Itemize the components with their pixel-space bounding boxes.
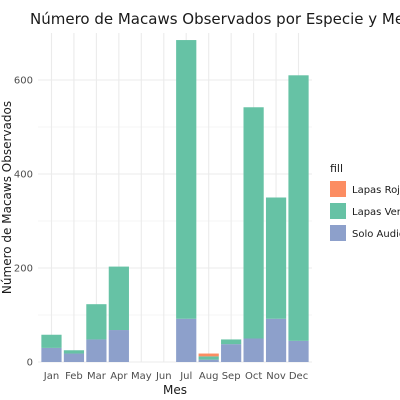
bar-solo-audio-mar [86,339,107,362]
legend-swatch [330,203,346,219]
bar-lapas-verdes-mar [86,304,107,340]
legend-label: Solo Audio [352,229,400,240]
y-axis-label: Número de Macaws Observados [0,101,14,294]
chart-title: Número de Macaws Observados por Especie … [30,10,400,28]
x-tick-label: Sep [222,371,241,382]
y-tick-label: 400 [14,170,33,181]
bar-lapas-verdes-jul [176,40,197,319]
x-tick-label: Mar [87,371,107,382]
bar-lapas-verdes-nov [265,197,287,319]
bar-lapas-verdes-jan [41,334,62,348]
legend-title: fill [330,162,343,175]
bar-solo-audio-sep [221,344,242,362]
legend: fill Lapas Rojas Lapas Verdes Solo Audio [330,162,400,241]
bar-lapas-verdes-sep [221,339,242,345]
x-tick-label: Aug [199,371,219,382]
bar-lapas-verdes-aug [198,356,219,360]
legend-label: Lapas Rojas [352,185,400,196]
x-tick-label: Nov [266,371,286,382]
legend-label: Lapas Verdes [352,207,400,218]
y-tick-label: 200 [14,264,33,275]
y-tick-label: 600 [14,76,33,87]
x-tick-label: May [131,371,152,382]
y-axis-ticks: 0 200 400 600 [14,76,33,369]
bar-lapas-rojas-aug [198,353,219,357]
bar-solo-audio-jul [176,318,197,362]
x-tick-label: Dec [289,371,308,382]
bar-lapas-verdes-feb [63,350,85,354]
bar-solo-audio-jan [41,347,62,362]
bar-solo-audio-feb [63,353,85,362]
x-tick-label: Feb [65,371,83,382]
legend-swatch [330,225,346,241]
y-tick-label: 0 [27,358,33,369]
x-tick-label: Jul [179,371,192,382]
x-tick-label: Jan [43,371,59,382]
legend-swatch [330,181,346,197]
x-tick-label: Oct [245,371,262,382]
bar-lapas-verdes-dec [288,75,309,341]
bar-solo-audio-aug [198,359,219,362]
bar-solo-audio-nov [265,318,287,362]
bar-solo-audio-apr [108,330,129,362]
bars [41,40,309,362]
x-tick-label: Apr [110,371,128,382]
bar-solo-audio-dec [288,340,309,362]
x-axis-label: Mes [163,383,187,397]
x-tick-label: Jun [155,371,172,382]
x-axis-ticks: Jan Feb Mar Apr May Jun Jul Aug Sep Oct Nov Dec [43,371,308,382]
bar-lapas-verdes-apr [108,266,129,331]
bar-solo-audio-oct [243,338,264,362]
bar-lapas-verdes-oct [243,107,264,339]
